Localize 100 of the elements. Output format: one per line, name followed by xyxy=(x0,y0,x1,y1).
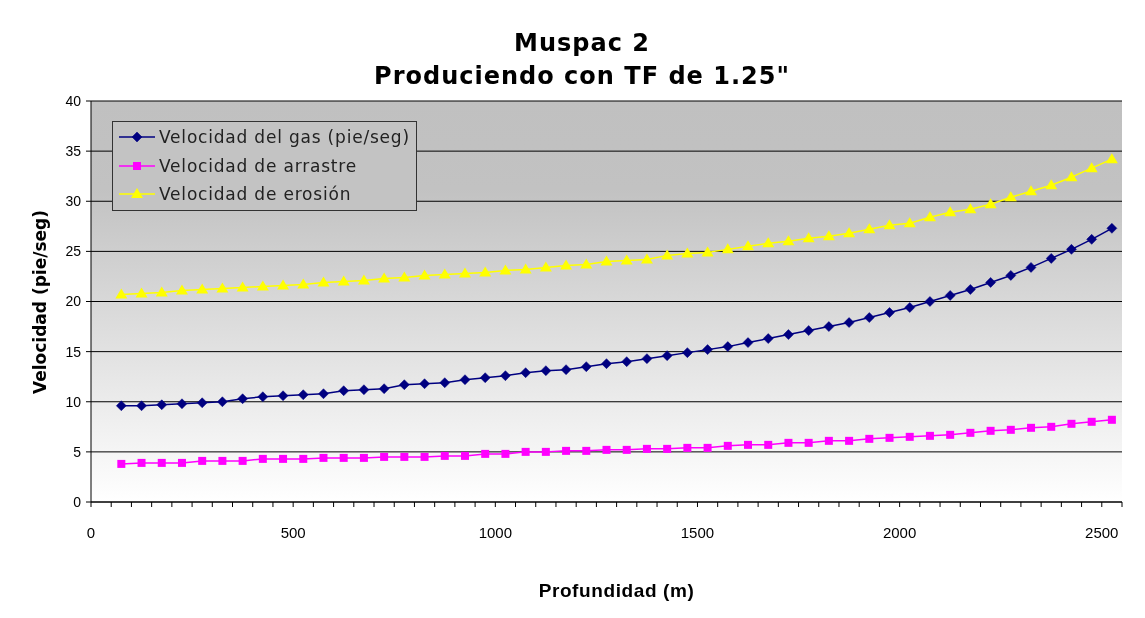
point xyxy=(764,440,773,449)
point xyxy=(1046,253,1057,264)
point xyxy=(883,219,896,230)
point xyxy=(721,243,734,254)
point xyxy=(1067,419,1076,428)
point xyxy=(924,296,936,307)
point xyxy=(663,444,672,453)
x-tick-label: 500 xyxy=(280,523,306,541)
point xyxy=(864,312,875,323)
point xyxy=(783,329,794,340)
point xyxy=(804,438,813,447)
point xyxy=(824,436,833,445)
point xyxy=(319,453,328,462)
y-tick-label: 0 xyxy=(73,493,82,510)
point xyxy=(1004,191,1017,202)
point xyxy=(237,393,248,404)
point xyxy=(116,400,127,412)
point xyxy=(682,347,693,358)
point xyxy=(580,258,593,269)
point xyxy=(965,284,976,295)
point xyxy=(501,449,510,458)
point xyxy=(359,453,368,462)
point xyxy=(1087,417,1096,426)
point xyxy=(742,240,755,251)
point xyxy=(946,430,955,439)
point xyxy=(620,254,633,265)
point xyxy=(723,441,732,450)
point xyxy=(419,378,430,389)
point xyxy=(681,247,694,258)
point xyxy=(1066,244,1077,255)
point xyxy=(602,445,611,454)
point xyxy=(702,344,713,355)
point xyxy=(236,281,249,292)
point xyxy=(802,232,815,243)
point xyxy=(358,384,370,395)
point xyxy=(1106,223,1118,234)
point xyxy=(985,277,996,288)
point xyxy=(398,271,411,282)
point xyxy=(176,398,188,410)
point xyxy=(640,253,653,264)
y-tick-label: 15 xyxy=(65,343,82,360)
point xyxy=(742,337,754,348)
point xyxy=(479,372,491,383)
point xyxy=(560,259,573,270)
point xyxy=(539,261,552,272)
point xyxy=(1005,270,1017,281)
point xyxy=(299,454,308,463)
point xyxy=(277,390,289,401)
point xyxy=(1105,153,1118,164)
point xyxy=(117,459,126,468)
point xyxy=(986,426,995,435)
point xyxy=(843,227,856,238)
point xyxy=(1086,234,1097,245)
point xyxy=(722,341,734,352)
point xyxy=(1027,423,1036,432)
point xyxy=(439,377,451,388)
point xyxy=(378,272,391,283)
point xyxy=(1025,185,1038,196)
point xyxy=(621,356,632,367)
point xyxy=(904,302,915,313)
point xyxy=(925,431,934,440)
point xyxy=(217,396,228,407)
point xyxy=(1065,171,1078,182)
point xyxy=(885,433,894,442)
y-tick-label: 10 xyxy=(65,393,82,410)
point xyxy=(903,217,916,228)
y-tick-label: 25 xyxy=(65,243,82,260)
point xyxy=(519,263,532,274)
point xyxy=(135,287,148,298)
point xyxy=(438,268,451,279)
point xyxy=(156,399,167,411)
point xyxy=(1085,162,1098,173)
point xyxy=(317,276,330,287)
point xyxy=(256,280,269,291)
point xyxy=(318,388,329,399)
point xyxy=(661,350,673,361)
x-tick-label: 2000 xyxy=(882,523,917,541)
point xyxy=(1047,422,1056,431)
point xyxy=(843,317,855,328)
legend-label: Velocidad de erosión xyxy=(159,184,352,205)
point xyxy=(520,367,531,378)
y-tick-label: 20 xyxy=(65,293,82,310)
point xyxy=(540,365,552,376)
point xyxy=(701,246,714,257)
legend-label: Velocidad de arrastre xyxy=(159,155,357,176)
point xyxy=(822,230,835,241)
point xyxy=(1006,425,1015,434)
point xyxy=(238,456,247,465)
point xyxy=(622,445,631,454)
point xyxy=(865,434,874,443)
point xyxy=(863,223,876,234)
point xyxy=(155,286,168,297)
point xyxy=(339,453,348,462)
point xyxy=(157,458,166,467)
point xyxy=(1045,179,1058,190)
point xyxy=(196,283,209,294)
point xyxy=(115,288,128,299)
point xyxy=(277,279,290,290)
y-tick-label: 35 xyxy=(65,143,82,160)
point xyxy=(258,454,267,463)
